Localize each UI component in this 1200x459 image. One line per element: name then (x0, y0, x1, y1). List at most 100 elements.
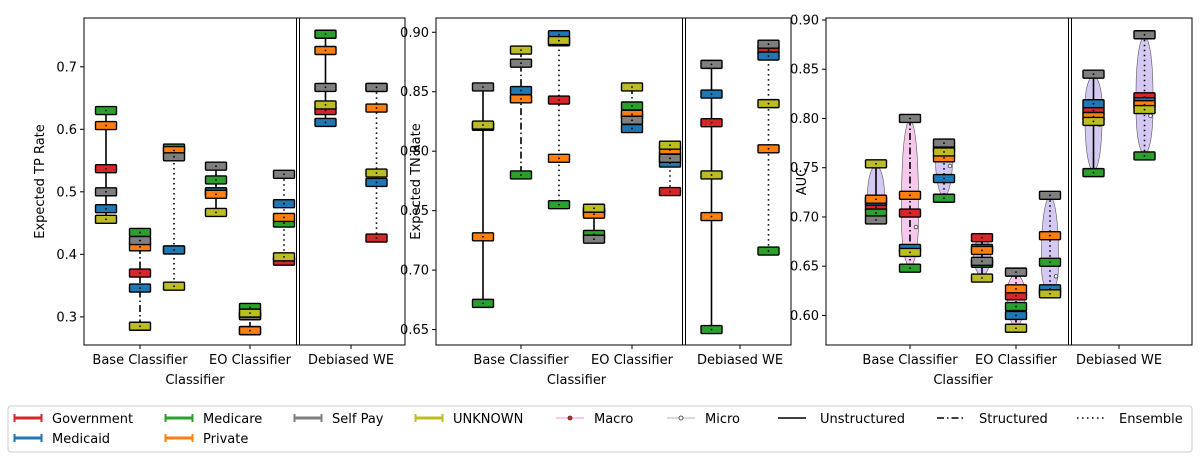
group-mark-dot (105, 207, 107, 210)
group-mark-dot (875, 212, 877, 214)
group-mark-dot (875, 206, 877, 209)
series-debiased-we-ensemble (757, 39, 780, 256)
legend-label: Self Pay (332, 412, 384, 427)
group-mark-dot (375, 237, 378, 239)
group-mark-dot (375, 107, 378, 109)
group-mark-dot (1015, 294, 1017, 297)
legend-label: Unstructured (820, 412, 905, 427)
legend-label: Private (203, 432, 248, 447)
group-mark-dot (215, 165, 217, 168)
panel-expected-tn-rate: 0.65 0.70 0.75 0.80 0.85 0.90 Expected TN Rate… (400, 17, 792, 388)
group-mark-dot (631, 119, 633, 122)
group-mark-dot (631, 127, 633, 130)
legend-item-private: Private (164, 432, 248, 447)
micro-marker (913, 224, 919, 230)
group-mark-dot (710, 93, 713, 96)
group-mark-dot (767, 102, 770, 105)
x-tick-label-debiased-we: Debiased WE (697, 353, 783, 368)
group-mark-dot (981, 277, 983, 279)
group-mark-dot (324, 121, 327, 124)
series-eo-classifier-structured (1004, 267, 1028, 333)
series-debiased-we-ensemble (365, 82, 388, 243)
group-mark-dot (324, 49, 327, 52)
y-tick-label: 0.75 (790, 161, 819, 176)
panel-auc: 0.60 0.65 0.70 0.75 0.80 0.85 0.90 AUC Base Clas… (790, 13, 1193, 388)
axes-frame (435, 17, 792, 346)
y-tick-label: 0.80 (400, 145, 429, 160)
legend-label: Government (52, 412, 133, 427)
y-tick-label: 0.7 (56, 60, 77, 75)
group-mark-dot (1015, 305, 1017, 308)
y-tick-label: 0.70 (790, 210, 819, 225)
y-tick-label: 0.90 (400, 26, 429, 41)
group-mark-dot (520, 174, 522, 176)
group-mark-dot (1143, 33, 1146, 36)
group-mark-dot (558, 39, 560, 42)
group-mark-dot (669, 144, 671, 147)
legend-label: Medicaid (52, 432, 110, 447)
group-mark-dot (283, 255, 285, 258)
group-mark-dot (1143, 154, 1146, 157)
group-mark-dot (375, 86, 378, 89)
legend-label: Micro (705, 412, 740, 427)
group-mark-dot (1049, 194, 1051, 197)
legend-item-medicare: Medicare (164, 412, 262, 427)
series-base-classifier-structured (898, 113, 922, 273)
group-mark-dot (139, 239, 141, 242)
group-mark-dot (324, 104, 327, 106)
series-debiased-we-unstructured (1082, 69, 1105, 178)
y-tick-label: 0.60 (790, 309, 819, 324)
group-mark-dot (520, 49, 522, 52)
group-mark-dot (283, 173, 285, 176)
legend-label: Structured (979, 412, 1048, 427)
legend-label: Macro (594, 412, 633, 427)
series-eo-classifier-unstructured (970, 232, 994, 283)
group-mark-dot (710, 328, 713, 331)
y-tick-label: 0.3 (56, 310, 77, 325)
group-mark-dot (909, 212, 911, 214)
group-mark-dot (767, 55, 770, 57)
group-mark-dot (249, 329, 251, 332)
group-mark-dot (710, 174, 713, 176)
group-mark-dot (139, 287, 141, 290)
group-mark-dot (249, 306, 251, 309)
group-mark-dot (909, 251, 911, 254)
group-mark-dot (283, 222, 285, 224)
legend-label: Medicare (203, 412, 262, 427)
group-mark-dot (215, 179, 217, 181)
group-mark-dot (767, 147, 770, 150)
series-base-classifier-ensemble (932, 138, 956, 203)
group-mark-dot (943, 197, 945, 200)
group-mark-dot (875, 162, 877, 165)
legend-item-structured: Structured (937, 412, 1048, 427)
axes-frame (83, 17, 406, 346)
micro-marker (1148, 113, 1153, 118)
group-mark-dot (139, 272, 141, 274)
series-debiased-we-unstructured (314, 29, 337, 128)
group-mark-dot (1092, 102, 1095, 105)
group-mark-dot (943, 151, 945, 153)
group-mark-dot (1015, 327, 1017, 330)
group-mark-dot (1015, 314, 1017, 317)
group-mark-dot (139, 245, 141, 248)
group-mark-dot (173, 249, 175, 251)
y-axis-label: Expected TP Rate (33, 124, 48, 239)
group-mark-dot (710, 215, 713, 218)
legend-item-government: Government (13, 412, 133, 427)
x-tick-label-eo-classifier: EO Classifier (591, 353, 674, 368)
group-mark-dot (631, 105, 633, 107)
micro-marker (947, 163, 953, 169)
group-mark-dot (710, 121, 713, 124)
y-tick-label: 0.75 (400, 204, 429, 219)
group-mark-dot (1092, 120, 1095, 123)
group-mark-dot (558, 33, 560, 36)
y-axis-label: Expected TN Rate (409, 123, 424, 239)
group-mark-dot (1092, 109, 1095, 112)
group-mark-dot (520, 89, 522, 92)
group-mark-dot (909, 267, 911, 270)
y-tick-label: 0.5 (56, 185, 77, 200)
x-axis-label: Classifier (165, 373, 225, 388)
group-mark-dot (593, 213, 595, 216)
legend-item-micro: Micro (667, 412, 740, 427)
